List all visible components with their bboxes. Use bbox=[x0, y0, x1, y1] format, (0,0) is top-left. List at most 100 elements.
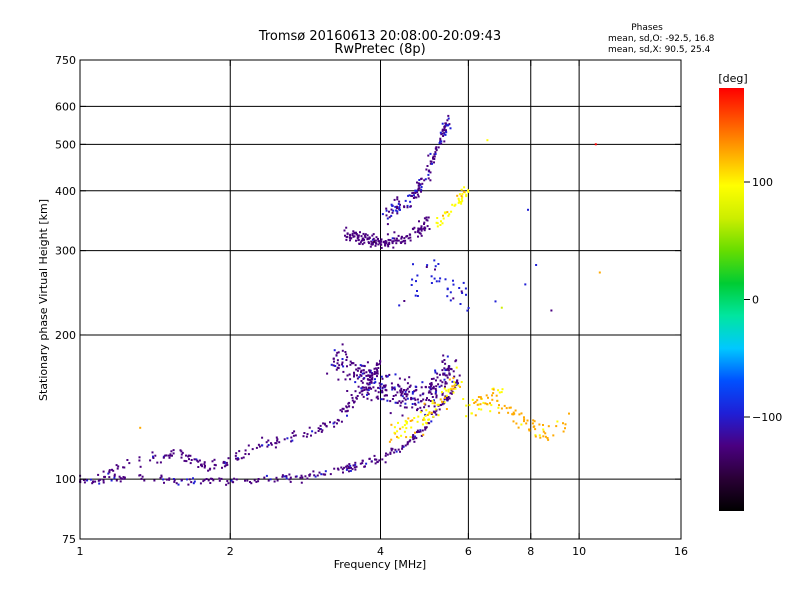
data-point bbox=[164, 454, 167, 457]
data-point bbox=[420, 409, 423, 412]
data-point bbox=[291, 432, 294, 434]
data-point bbox=[362, 237, 365, 240]
data-point bbox=[404, 199, 407, 202]
data-point bbox=[461, 199, 464, 202]
data-point bbox=[528, 429, 531, 432]
data-point bbox=[333, 425, 336, 428]
data-point bbox=[226, 480, 229, 482]
data-point bbox=[407, 194, 410, 197]
data-point bbox=[432, 415, 435, 418]
data-point bbox=[333, 467, 336, 470]
data-point bbox=[443, 401, 446, 404]
data-point bbox=[177, 483, 180, 486]
data-point bbox=[555, 425, 558, 428]
data-point bbox=[346, 414, 348, 417]
data-point bbox=[235, 457, 237, 460]
data-point bbox=[447, 117, 450, 120]
data-point bbox=[364, 465, 366, 468]
data-point bbox=[324, 423, 327, 426]
data-point bbox=[86, 479, 89, 482]
data-point bbox=[244, 449, 247, 452]
data-point bbox=[346, 467, 349, 470]
data-point bbox=[400, 387, 403, 390]
data-point bbox=[433, 402, 436, 405]
data-point bbox=[417, 195, 420, 198]
data-point bbox=[400, 392, 403, 395]
data-point bbox=[354, 364, 357, 367]
data-point bbox=[405, 436, 408, 439]
data-point bbox=[417, 230, 420, 233]
data-point bbox=[384, 461, 387, 464]
data-point bbox=[116, 467, 119, 470]
data-point bbox=[444, 395, 447, 398]
data-point bbox=[379, 362, 381, 365]
data-point bbox=[496, 399, 499, 402]
data-point bbox=[447, 365, 450, 368]
data-point bbox=[375, 236, 378, 239]
data-point bbox=[115, 464, 118, 467]
data-point bbox=[360, 371, 362, 374]
data-point bbox=[454, 383, 457, 386]
data-point bbox=[401, 390, 404, 393]
data-point bbox=[168, 478, 171, 481]
data-point bbox=[373, 454, 376, 457]
data-point bbox=[377, 386, 380, 389]
data-point bbox=[167, 454, 170, 457]
y-tick-label: 300 bbox=[55, 245, 76, 258]
data-point bbox=[417, 235, 419, 238]
data-point bbox=[405, 395, 408, 398]
data-point bbox=[436, 403, 439, 406]
data-point bbox=[265, 441, 268, 444]
data-point bbox=[465, 195, 468, 198]
data-point bbox=[344, 410, 347, 413]
data-point bbox=[370, 243, 373, 246]
data-point bbox=[423, 221, 426, 224]
data-point bbox=[455, 366, 458, 369]
data-point bbox=[343, 229, 346, 232]
data-point bbox=[395, 450, 398, 453]
data-point bbox=[332, 422, 335, 425]
data-point bbox=[446, 211, 449, 214]
data-point bbox=[270, 442, 272, 445]
data-point bbox=[459, 385, 461, 388]
data-point bbox=[249, 481, 251, 483]
data-point bbox=[335, 354, 338, 357]
data-point bbox=[434, 408, 437, 411]
data-point bbox=[412, 197, 415, 199]
data-point bbox=[366, 382, 369, 385]
data-point bbox=[462, 398, 465, 400]
data-point bbox=[429, 171, 432, 174]
data-point bbox=[489, 402, 491, 405]
data-point bbox=[332, 357, 335, 360]
data-point bbox=[452, 391, 455, 394]
data-point bbox=[267, 444, 270, 446]
data-point bbox=[423, 217, 426, 220]
data-point bbox=[449, 392, 452, 395]
data-point bbox=[347, 467, 350, 470]
data-point bbox=[118, 475, 121, 478]
data-point bbox=[346, 409, 349, 412]
data-point bbox=[409, 205, 412, 208]
data-point bbox=[405, 422, 408, 425]
data-point bbox=[435, 149, 438, 152]
data-point bbox=[373, 370, 376, 373]
data-point bbox=[450, 210, 453, 213]
data-point bbox=[338, 364, 341, 367]
data-point bbox=[467, 189, 469, 192]
data-point bbox=[212, 479, 215, 482]
data-point bbox=[242, 456, 245, 459]
data-point bbox=[458, 193, 461, 196]
data-point bbox=[425, 216, 428, 219]
data-point bbox=[329, 473, 332, 476]
data-point bbox=[366, 234, 369, 237]
data-point bbox=[115, 479, 118, 482]
data-point bbox=[349, 239, 351, 242]
data-point bbox=[378, 459, 381, 462]
data-point bbox=[358, 242, 361, 245]
data-point bbox=[255, 446, 258, 449]
data-point bbox=[396, 212, 399, 215]
data-point bbox=[451, 203, 454, 206]
data-point bbox=[441, 222, 444, 225]
data-point bbox=[438, 142, 441, 144]
